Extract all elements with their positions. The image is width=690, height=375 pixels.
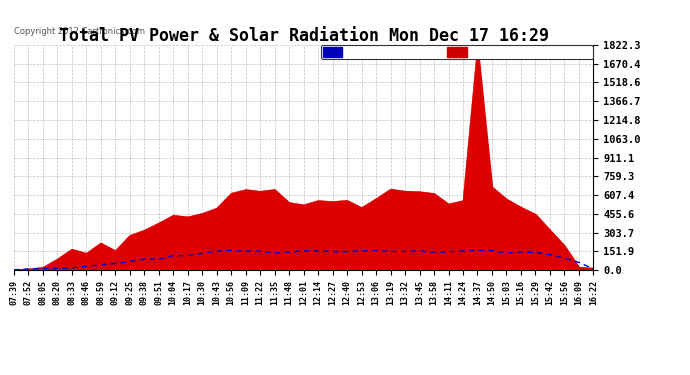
Legend: Radiation (w/m2), PV Panels (DC Watts): Radiation (w/m2), PV Panels (DC Watts) [321, 45, 593, 59]
Text: Copyright 2012 Cartronics.com: Copyright 2012 Cartronics.com [14, 27, 145, 36]
Title: Total PV Power & Solar Radiation Mon Dec 17 16:29: Total PV Power & Solar Radiation Mon Dec… [59, 27, 549, 45]
